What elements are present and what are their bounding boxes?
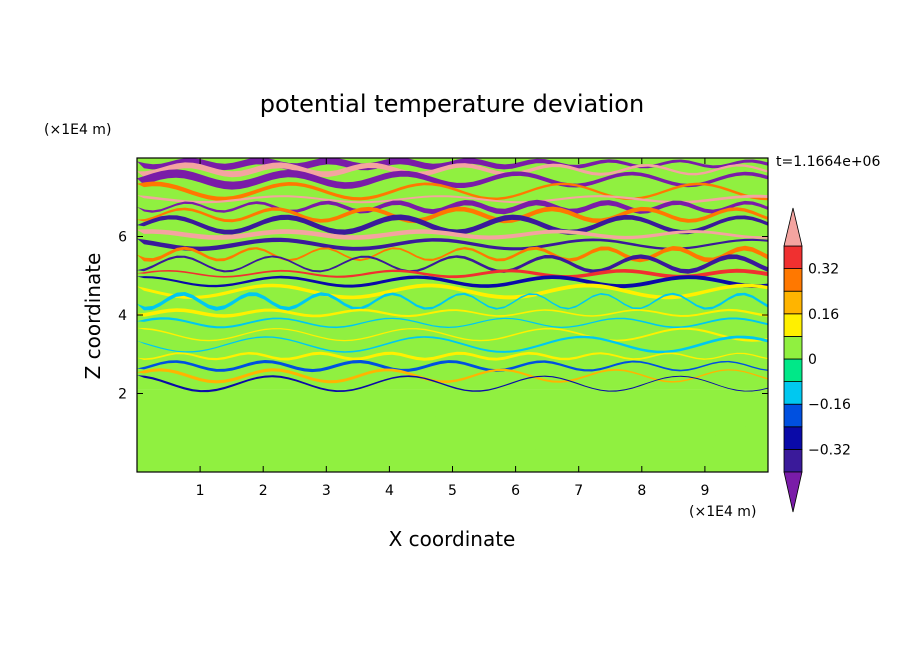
colorbar-swatch xyxy=(783,335,803,360)
x-tick-label: 8 xyxy=(637,483,646,499)
y-axis: 2 4 6 xyxy=(118,230,768,403)
contour-patch xyxy=(432,393,505,418)
contour-band xyxy=(137,283,768,300)
contour-band xyxy=(137,292,768,311)
x-tick-label: 1 xyxy=(196,483,205,499)
colorbar-tick-label: 0 xyxy=(808,352,817,368)
contour-band xyxy=(137,245,768,263)
colorbar-swatch xyxy=(783,290,803,315)
colorbar-min-triangle xyxy=(783,471,803,513)
contour-patch xyxy=(608,411,645,446)
contour-patch xyxy=(144,447,181,466)
colorbar-tick-label: 0.16 xyxy=(808,307,839,323)
contour-patch xyxy=(297,447,376,466)
contour-band xyxy=(137,268,768,279)
contour-patch xyxy=(427,411,478,446)
contour-patch xyxy=(376,429,413,456)
x-tick-label: 3 xyxy=(322,483,331,499)
contour-patch xyxy=(517,405,590,430)
colorbar-swatch xyxy=(783,313,803,337)
contour-band xyxy=(137,169,768,190)
colorbar-tick-label: −0.32 xyxy=(808,442,851,458)
x-tick-label: 9 xyxy=(700,483,709,499)
colorbar: 0.32 0.16 0 −0.16 −0.32 xyxy=(783,207,851,513)
y-unit-label: (×1E4 m) xyxy=(44,122,111,138)
time-label: t=1.1664e+06 xyxy=(776,154,880,170)
colorbar-swatch xyxy=(783,448,803,473)
contour-band xyxy=(137,162,768,178)
colorbar-swatch xyxy=(783,268,803,292)
contour-plot xyxy=(137,158,768,472)
contour-patch xyxy=(478,447,543,466)
contour-patch xyxy=(687,405,760,430)
colorbar-swatch xyxy=(783,245,803,270)
x-tick-label: 5 xyxy=(448,483,457,499)
y-axis-label: Z coordinate xyxy=(81,253,105,380)
colorbar-swatch xyxy=(783,403,803,428)
contour-band xyxy=(137,275,768,289)
colorbar-tick-label: −0.16 xyxy=(808,397,851,413)
contour-band xyxy=(137,214,768,235)
contour-band xyxy=(137,335,768,354)
contour-patch xyxy=(195,429,246,456)
x-unit-label: (×1E4 m) xyxy=(689,504,756,520)
contour-band xyxy=(137,308,768,318)
contour-patch xyxy=(246,411,311,446)
contour-patch xyxy=(710,429,768,456)
colorbar-tick-label: 0.32 xyxy=(808,262,839,278)
contour-band xyxy=(137,199,768,215)
chart-title: potential temperature deviation xyxy=(260,90,644,118)
contour-band xyxy=(137,360,768,373)
y-tick-label: 2 xyxy=(118,387,127,403)
contour-band xyxy=(137,351,768,361)
x-tick-label: 4 xyxy=(385,483,394,499)
x-tick-label: 2 xyxy=(259,483,268,499)
contour-band xyxy=(137,327,768,342)
contour-band xyxy=(137,237,768,252)
contour-patch xyxy=(176,405,249,430)
contour-band xyxy=(137,375,768,393)
x-axis-label: X coordinate xyxy=(389,527,516,551)
contour-band xyxy=(137,254,768,274)
contour-patch xyxy=(602,393,675,418)
contour-band xyxy=(137,229,768,240)
y-tick-label: 4 xyxy=(118,308,127,324)
y-tick-label: 6 xyxy=(118,230,127,246)
contour-band xyxy=(137,317,768,329)
contour-band xyxy=(137,194,768,204)
colorbar-max-triangle xyxy=(783,207,803,247)
contour-patch xyxy=(347,405,420,430)
contour-patch xyxy=(261,393,334,418)
colorbar-swatch xyxy=(783,426,803,450)
x-tick-label: 6 xyxy=(511,483,520,499)
x-tick-label: 7 xyxy=(574,483,583,499)
colorbar-swatch xyxy=(783,358,803,383)
colorbar-swatch xyxy=(783,381,803,405)
contour-patch xyxy=(529,429,608,456)
x-axis: 1 2 3 4 5 6 7 8 9 xyxy=(196,158,709,499)
contour-patch xyxy=(659,447,710,466)
contour-band xyxy=(137,368,768,384)
